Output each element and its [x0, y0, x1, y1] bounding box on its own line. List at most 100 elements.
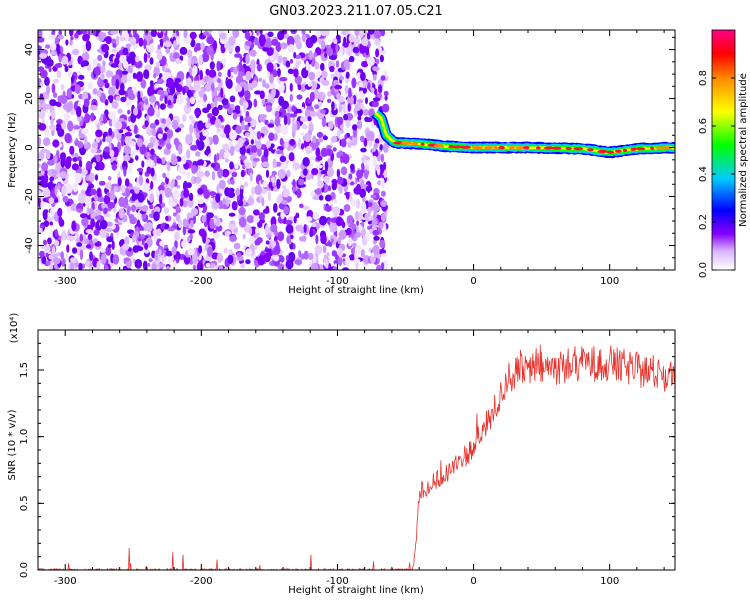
noise-blob — [266, 47, 274, 56]
noise-blob — [246, 215, 255, 224]
noise-blob — [239, 145, 246, 155]
noise-blob — [372, 74, 377, 81]
noise-blob — [360, 249, 365, 258]
noise-blob — [251, 145, 258, 153]
noise-blob — [227, 107, 234, 115]
noise-blob — [312, 135, 317, 144]
noise-blob — [257, 148, 262, 157]
noise-blob — [186, 149, 191, 159]
noise-blob — [327, 98, 332, 103]
noise-blob — [161, 118, 167, 125]
noise-blob — [266, 105, 272, 113]
noise-blob — [362, 155, 367, 163]
noise-blob — [292, 179, 296, 188]
noise-blob — [43, 137, 51, 147]
top-y-tick-label: 20 — [24, 92, 35, 105]
noise-blob — [282, 56, 288, 62]
noise-blob — [244, 196, 248, 201]
noise-blob — [347, 103, 351, 112]
noise-blob — [204, 221, 208, 228]
bottom-x-tick-label: -300 — [54, 576, 77, 587]
noise-blob — [290, 146, 295, 151]
noise-blob — [120, 136, 125, 147]
noise-blob — [159, 103, 166, 110]
noise-blob — [378, 221, 384, 229]
noise-blob — [96, 260, 101, 270]
noise-blob — [137, 104, 142, 110]
noise-blob — [80, 213, 87, 219]
noise-blob — [42, 188, 51, 197]
signal-peak — [573, 147, 584, 151]
noise-blob — [318, 137, 323, 143]
top-x-tick-label: -300 — [54, 276, 77, 287]
noise-blob — [379, 54, 384, 63]
noise-blob — [287, 68, 294, 75]
noise-blob — [372, 239, 377, 245]
noise-blob — [343, 36, 347, 46]
noise-blob — [38, 176, 45, 181]
noise-blob — [61, 257, 66, 267]
noise-blob — [380, 190, 386, 197]
noise-blob — [292, 162, 301, 171]
noise-blob — [198, 54, 203, 66]
noise-blob — [104, 264, 109, 270]
noise-blob — [348, 34, 355, 43]
noise-blob — [120, 76, 128, 84]
noise-blob — [135, 155, 139, 161]
noise-blob — [346, 227, 352, 236]
noise-blob — [173, 94, 178, 100]
bottom-y-axis-label: SNR (10 * v/v) — [7, 409, 18, 480]
noise-blob — [90, 218, 95, 228]
noise-blob — [368, 216, 374, 221]
noise-blob — [284, 142, 289, 149]
noise-blob — [300, 84, 307, 92]
noise-blob — [136, 71, 144, 82]
noise-blob — [352, 46, 360, 54]
noise-blob — [142, 182, 150, 194]
noise-blob — [325, 148, 333, 156]
noise-blob — [237, 199, 244, 207]
noise-blob — [331, 182, 337, 191]
noise-blob — [247, 197, 255, 206]
noise-blob — [155, 228, 162, 237]
noise-blob — [374, 38, 381, 46]
noise-blob — [244, 181, 249, 188]
noise-blob — [134, 182, 140, 188]
noise-blob — [378, 248, 387, 255]
noise-blob — [267, 123, 275, 128]
noise-blob — [90, 147, 98, 154]
noise-blob — [190, 208, 199, 216]
noise-blob — [97, 54, 103, 62]
top-x-tick-label: 100 — [600, 276, 619, 287]
noise-blob — [372, 244, 380, 256]
noise-blob — [336, 92, 342, 100]
noise-blob — [186, 236, 191, 243]
noise-blob — [151, 262, 157, 270]
bottom-x-tick-label: -100 — [326, 576, 349, 587]
noise-blob — [192, 264, 197, 270]
noise-blob — [174, 78, 182, 83]
noise-blob — [323, 267, 331, 270]
noise-blob — [137, 193, 145, 203]
noise-blob — [47, 237, 52, 245]
noise-blob — [155, 104, 159, 115]
noise-blob — [72, 157, 78, 162]
noise-blob — [201, 52, 210, 63]
noise-blob — [153, 73, 157, 79]
noise-blob — [219, 32, 227, 40]
noise-blob — [289, 58, 294, 64]
noise-blob — [141, 205, 149, 212]
noise-blob — [50, 207, 55, 217]
noise-blob — [251, 186, 256, 196]
noise-blob — [53, 154, 58, 164]
noise-blob — [103, 196, 111, 205]
noise-blob — [238, 61, 243, 68]
noise-blob — [286, 235, 291, 245]
noise-blob — [60, 251, 64, 260]
noise-blob — [94, 174, 99, 181]
noise-blob — [275, 150, 284, 155]
signal-peak — [522, 146, 530, 150]
noise-blob — [309, 110, 318, 117]
noise-blob — [197, 120, 204, 131]
noise-blob — [77, 156, 82, 162]
